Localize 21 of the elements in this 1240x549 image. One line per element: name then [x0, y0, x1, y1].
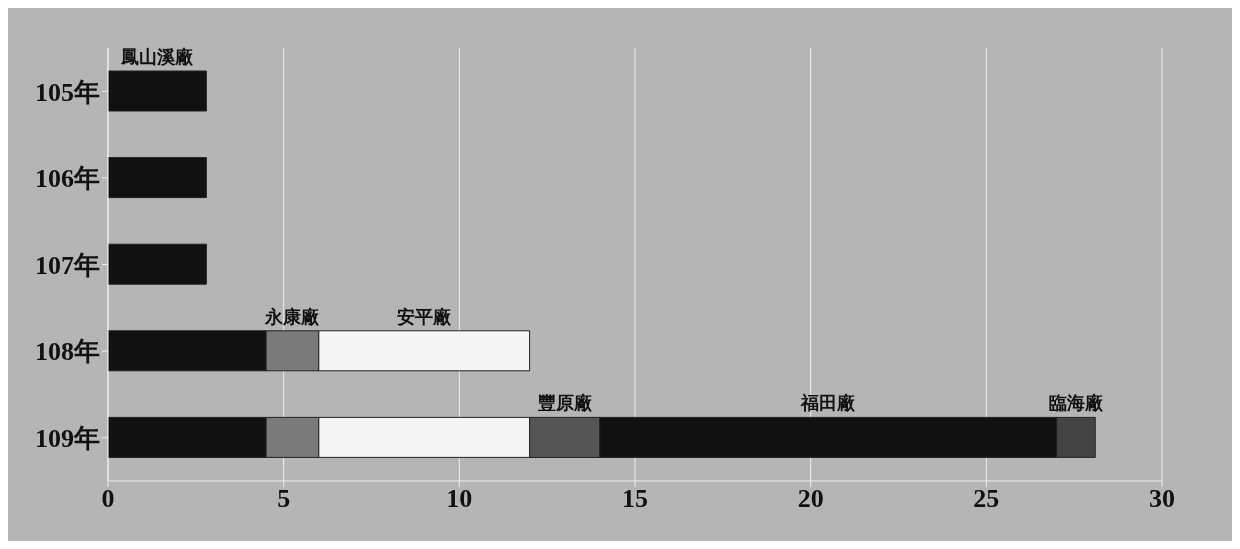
y-tick-label: 106年	[35, 164, 100, 194]
x-tick-label: 0	[101, 484, 115, 514]
x-tick-label: 25	[973, 484, 1000, 514]
bar	[108, 70, 207, 112]
x-tick-label: 15	[622, 484, 648, 514]
series-label: 豐原廠	[537, 392, 593, 414]
series-label: 永康廠	[264, 305, 321, 327]
series-label: 臨海廠	[1048, 392, 1104, 414]
series-label: 安平廠	[397, 305, 453, 327]
x-tick-label: 20	[797, 484, 824, 514]
bar	[108, 157, 207, 199]
bar	[108, 243, 207, 285]
x-tick-label: 5	[277, 484, 291, 514]
series-label: 鳳山溪廠	[120, 46, 195, 67]
y-tick-label: 109年	[35, 423, 100, 453]
y-tick-label: 107年	[35, 250, 100, 280]
x-tick-label: 10	[446, 484, 473, 514]
x-tick-label: 30	[1149, 484, 1175, 514]
series-label: 福田廠	[800, 392, 857, 414]
y-tick-label: 105年	[35, 77, 100, 107]
y-tick-label: 108年	[35, 337, 100, 367]
